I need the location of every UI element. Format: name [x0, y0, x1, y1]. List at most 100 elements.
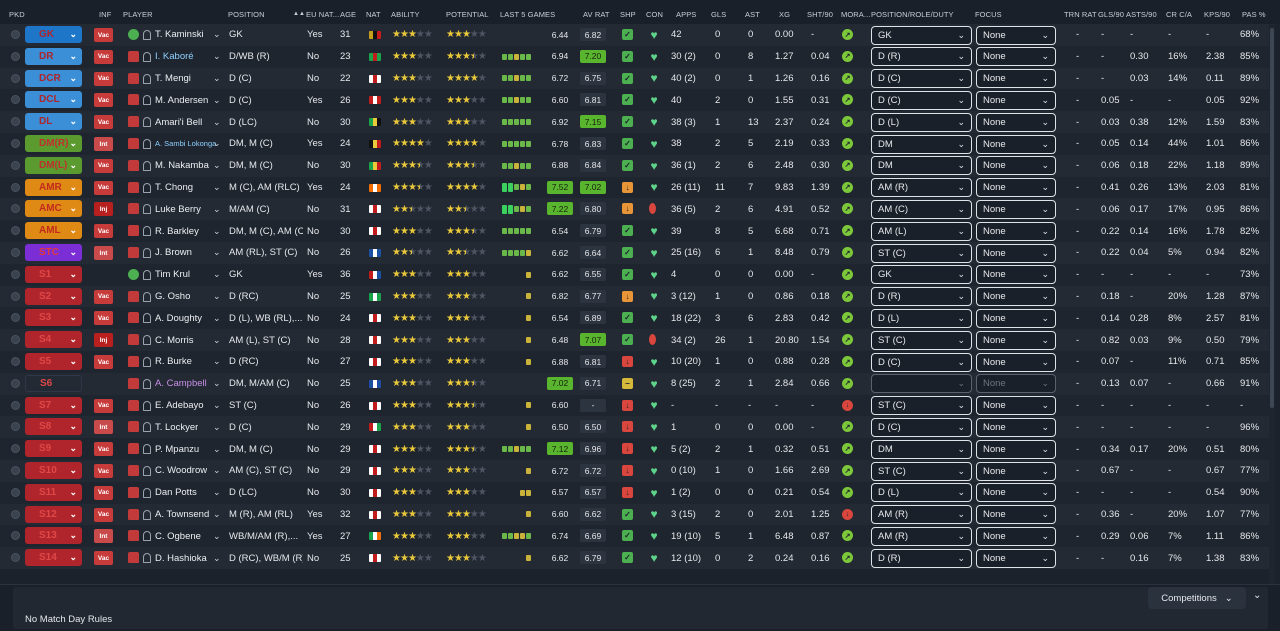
select-dot[interactable] [11, 487, 20, 497]
role-dropdown[interactable]: AM (C) ⌄ [871, 199, 972, 219]
col-pkd[interactable]: PKD [9, 10, 25, 19]
select-dot[interactable] [11, 160, 20, 170]
select-dot[interactable] [11, 400, 20, 410]
col-eu[interactable]: EU NAT... [306, 10, 340, 19]
col-avrat[interactable]: AV RAT [583, 10, 610, 19]
focus-dropdown[interactable]: None ⌄ [976, 308, 1056, 328]
position-picker[interactable]: S12 ⌄ [25, 505, 82, 523]
col-mora[interactable]: MORA... [841, 10, 871, 19]
table-row[interactable]: S13 ⌄ Int C. Ogbene ⌄ WB/M/AM (R),... Yes 27 ★ ★ ★… [0, 525, 1270, 548]
chevron-down-icon[interactable]: ⌄ [213, 465, 221, 476]
focus-dropdown[interactable]: None ⌄ [976, 439, 1056, 459]
focus-dropdown[interactable]: None ⌄ [976, 47, 1056, 67]
select-dot[interactable] [11, 291, 20, 301]
col-sht90[interactable]: SHT/90 [807, 10, 834, 19]
focus-dropdown[interactable]: None ⌄ [976, 374, 1056, 394]
chevron-down-icon[interactable]: ⌄ [213, 72, 221, 83]
focus-dropdown[interactable]: None ⌄ [976, 505, 1056, 525]
position-picker[interactable]: DL ⌄ [25, 113, 82, 131]
table-row[interactable]: S11 ⌄ Vac Dan Potts ⌄ D (LC) No 30 ★ ★ ★ ★ ★ ★ ★ ★ ★ ★ 6.5… [0, 481, 1270, 504]
role-dropdown[interactable]: DM ⌄ [871, 134, 972, 154]
focus-dropdown[interactable]: None ⌄ [976, 548, 1056, 568]
col-potential[interactable]: POTENTIAL [446, 10, 489, 19]
table-row[interactable]: S10 ⌄ Vac C. Woodrow ⌄ AM (C), ST (C) No 29 ★ ★ ★ ★… [0, 460, 1270, 482]
select-dot[interactable] [11, 531, 20, 541]
col-ast[interactable]: AST [745, 10, 760, 19]
chevron-down-icon[interactable]: ⌄ [213, 421, 221, 432]
position-picker[interactable]: S13 ⌄ [25, 527, 82, 545]
focus-dropdown[interactable]: None ⌄ [976, 134, 1056, 154]
col-gls90[interactable]: GLS/90 [1098, 10, 1125, 19]
chevron-down-icon[interactable]: ⌄ [213, 225, 221, 236]
col-pas[interactable]: PAS % [1242, 10, 1266, 19]
table-row[interactable]: AML ⌄ Vac R. Barkley ⌄ DM, M (C), AM (C... No 3… [0, 220, 1270, 242]
role-dropdown[interactable]: GK ⌄ [871, 25, 972, 45]
select-dot[interactable] [11, 117, 20, 127]
position-picker[interactable]: S7 ⌄ [25, 396, 82, 414]
focus-dropdown[interactable]: None ⌄ [976, 156, 1056, 176]
player-name[interactable]: A. Sambi Lokonga [155, 139, 217, 149]
focus-dropdown[interactable]: None ⌄ [976, 265, 1056, 285]
role-dropdown[interactable]: AM (R) ⌄ [871, 526, 972, 546]
player-name[interactable]: I. Kaboré [155, 51, 194, 63]
table-row[interactable]: S12 ⌄ Vac A. Townsend ⌄ M (R), AM (RL) Yes 32 ★ ★… [0, 503, 1270, 526]
player-name[interactable]: A. Campbell [155, 378, 207, 390]
table-row[interactable]: S8 ⌄ Int T. Lockyer ⌄ D (C) No 29 ★ ★ ★ ★ ★ ★ ★ ★ ★ ★ 6.50… [0, 416, 1270, 439]
position-picker[interactable]: S3 ⌄ [25, 309, 82, 327]
table-row[interactable]: S5 ⌄ Vac R. Burke ⌄ D (RC) No 27 ★ ★ ★ ★ ★ ★ ★ ★ ★ ★ 6.88 6… [0, 351, 1270, 373]
role-dropdown[interactable]: AM (R) ⌄ [871, 505, 972, 525]
focus-dropdown[interactable]: None ⌄ [976, 330, 1056, 350]
chevron-down-icon[interactable]: ⌄ [213, 116, 221, 127]
col-shp[interactable]: SHP [620, 10, 636, 19]
col-prd[interactable]: POSITION/ROLE/DUTY [871, 10, 954, 19]
table-row[interactable]: S3 ⌄ Vac A. Doughty ⌄ D (L), WB (RL),... No 24 ★… [0, 307, 1270, 330]
role-dropdown[interactable]: D (C) ⌄ [871, 90, 972, 110]
sort-icon[interactable]: ▲▲ [293, 11, 306, 17]
focus-dropdown[interactable]: None ⌄ [976, 178, 1056, 198]
focus-dropdown[interactable]: None ⌄ [976, 199, 1056, 219]
col-focus[interactable]: FOCUS [975, 10, 1002, 19]
select-dot[interactable] [11, 269, 20, 279]
chevron-down-icon[interactable]: ⌄ [213, 290, 221, 301]
chevron-down-icon[interactable]: ⌄ [213, 203, 221, 214]
player-name[interactable]: P. Mpanzu [155, 443, 200, 455]
select-dot[interactable] [11, 204, 20, 214]
player-name[interactable]: T. Mengi [155, 72, 191, 84]
chevron-down-icon[interactable]: ⌄ [213, 247, 221, 258]
focus-dropdown[interactable]: None ⌄ [976, 396, 1056, 416]
table-row[interactable]: S4 ⌄ Inj C. Morris ⌄ AM (L), ST (C) No 28 ★ ★ ★ ★ ★ ★… [0, 329, 1270, 351]
col-ability[interactable]: ABILITY [391, 10, 420, 19]
table-row[interactable]: DR ⌄ Vac I. Kaboré ⌄ D/WB (R) No 23 ★ ★ ★ ★ ★ ★ ★ ★ ★ ★ 6.… [0, 45, 1270, 68]
player-name[interactable]: E. Adebayo [155, 399, 204, 411]
player-name[interactable]: T. Chong [155, 181, 194, 193]
col-age[interactable]: AGE [340, 10, 357, 19]
role-dropdown[interactable]: D (L) ⌄ [871, 112, 972, 132]
chevron-down-icon[interactable]: ⌄ [213, 508, 221, 519]
role-dropdown[interactable]: D (R) ⌄ [871, 47, 972, 67]
position-picker[interactable]: AML ⌄ [25, 222, 82, 240]
select-dot[interactable] [11, 509, 20, 519]
focus-dropdown[interactable]: None ⌄ [976, 461, 1056, 481]
player-name[interactable]: T. Lockyer [155, 421, 199, 433]
chevron-down-icon[interactable]: ⌄ [213, 399, 221, 410]
focus-dropdown[interactable]: None ⌄ [976, 287, 1056, 307]
player-name[interactable]: T. Kaminski [155, 29, 204, 41]
focus-dropdown[interactable]: None ⌄ [976, 483, 1056, 503]
table-row[interactable]: S7 ⌄ Vac E. Adebayo ⌄ ST (C) No 26 ★ ★ ★ ★ ★ ★ ★ ★ ★ ★ 6.6… [0, 394, 1270, 417]
chevron-down-icon[interactable]: ⌄ [213, 552, 221, 563]
position-picker[interactable]: S10 ⌄ [25, 462, 82, 479]
select-dot[interactable] [11, 357, 20, 366]
position-picker[interactable]: S4 ⌄ [25, 331, 82, 349]
role-dropdown[interactable]: D (C) ⌄ [871, 352, 972, 372]
table-row[interactable]: S6 A. Campbell ⌄ DM, M/AM (C) No 25 ★ ★ ★ ★ ★ ★ ★ ★ ★ ★… [0, 372, 1270, 395]
focus-dropdown[interactable]: None ⌄ [976, 417, 1056, 437]
select-dot[interactable] [11, 466, 20, 475]
table-row[interactable]: AMR ⌄ Vac T. Chong ⌄ M (C), AM (RLC) Yes 24 ★ ★ ★ ★… [0, 176, 1270, 199]
col-last5[interactable]: LAST 5 GAMES [500, 10, 556, 19]
role-dropdown[interactable]: ST (C) ⌄ [871, 461, 972, 481]
position-picker[interactable]: S6 [25, 374, 82, 392]
position-picker[interactable]: S11 ⌄ [25, 483, 82, 501]
player-name[interactable]: Luke Berry [155, 203, 201, 215]
select-dot[interactable] [11, 30, 20, 39]
chevron-down-icon[interactable]: ⌄ [213, 530, 221, 541]
